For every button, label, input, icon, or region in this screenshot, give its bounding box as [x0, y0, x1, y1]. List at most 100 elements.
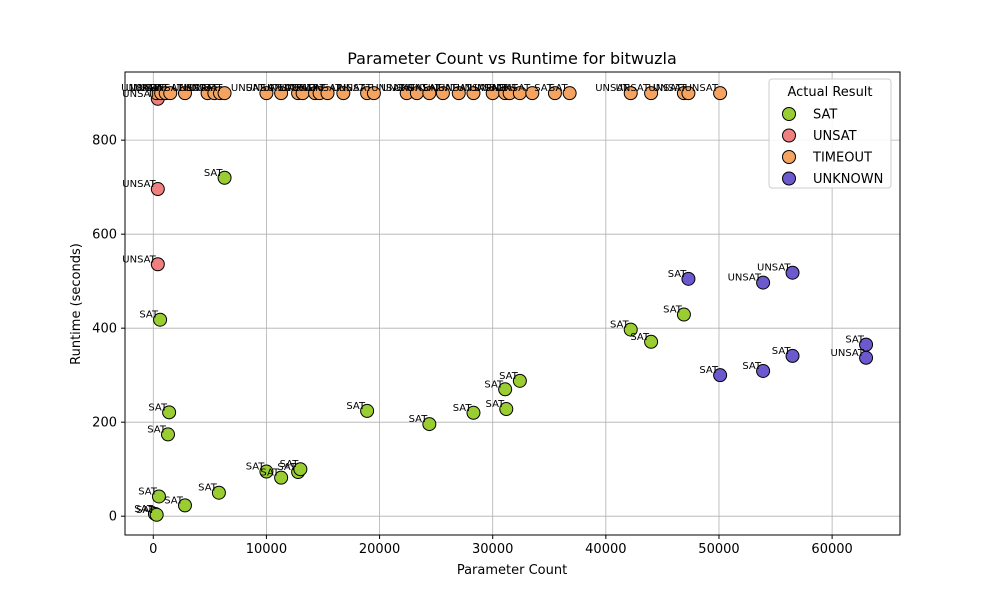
legend-marker-unsat [782, 128, 796, 143]
data-label: SAT [486, 399, 506, 410]
data-point-timeout [274, 86, 289, 101]
data-label: SAT [742, 361, 762, 372]
data-label: UNSAT [308, 83, 342, 94]
chart-title: Parameter Count vs Runtime for bitwuzla [347, 49, 677, 68]
data-label: UNSAT [831, 348, 865, 359]
point-labels: SATSATSATSATSATSATSATSATSATSATSATSATSATS… [121, 83, 865, 516]
data-label: SAT [409, 414, 429, 425]
data-label: SAT [484, 379, 504, 390]
data-label: UNSAT [728, 273, 762, 284]
data-label: SAT [549, 83, 569, 94]
data-point-sat [360, 403, 375, 418]
data-point-timeout [451, 86, 466, 101]
data-point-unsat [150, 182, 165, 197]
data-label: SAT [198, 483, 218, 494]
data-label: UNSAT [189, 83, 223, 94]
data-label: UNSAT [149, 83, 183, 94]
data-label: UNSAT [595, 83, 629, 94]
data-label: UNSAT [185, 83, 219, 94]
data-point-timeout [217, 86, 232, 101]
legend-label-timeout: TIMEOUT [812, 151, 872, 166]
data-label: SAT [260, 468, 280, 479]
data-point-timeout [320, 86, 335, 101]
legend-label-sat: SAT [813, 108, 837, 123]
x-tick-label: 50000 [698, 542, 739, 557]
x-tick-label: 0 [149, 542, 157, 557]
data-point-sat [676, 307, 691, 322]
data-point-sat [512, 373, 527, 388]
legend-title: Actual Result [787, 85, 872, 100]
data-point-timeout [681, 86, 696, 101]
data-label: SAT [346, 401, 366, 412]
y-tick-label: 400 [92, 322, 117, 337]
data-label: UNSAT [338, 83, 372, 94]
data-label: SAT [280, 459, 300, 470]
x-tick-label: 60000 [811, 542, 852, 557]
data-point-sat [498, 382, 513, 397]
legend-marker-sat [782, 107, 796, 121]
data-label: UNSAT [474, 83, 508, 94]
legend-entries: SAT UNSAT TIMEOUT UNKNOWN [782, 107, 883, 187]
data-label: SAT [164, 495, 184, 506]
data-label: UNSAT [648, 83, 682, 94]
data-label: UNSAT [292, 83, 326, 94]
data-point-sat [259, 464, 274, 479]
data-point-timeout [713, 86, 728, 101]
y-axis-ticks: 0 200 400 600 800 [92, 134, 125, 525]
data-label: SAT [204, 168, 224, 179]
y-tick-label: 0 [109, 510, 117, 525]
grid [125, 72, 900, 535]
data-point-unknown [756, 363, 771, 378]
data-point-timeout [177, 86, 192, 101]
legend-marker-unknown [782, 171, 796, 186]
data-label: SAT [772, 346, 792, 357]
data-label: UNSAT [135, 83, 169, 94]
legend-label-unknown: UNKNOWN [813, 172, 883, 187]
data-point-timeout [366, 86, 381, 101]
data-label: UNSAT [685, 83, 719, 94]
data-point-timeout [644, 86, 659, 101]
data-point-sat [149, 507, 164, 522]
x-tick-label: 10000 [246, 542, 287, 557]
legend-marker-timeout [782, 150, 796, 164]
data-point-unknown [785, 265, 800, 280]
data-label: UNSAT [284, 83, 318, 94]
data-label: SAT [147, 424, 167, 435]
data-label: SAT [148, 402, 168, 413]
data-point-sat [422, 417, 437, 432]
data-point-unknown [681, 271, 696, 286]
data-point-sat [274, 470, 289, 485]
data-label: SAT [534, 83, 554, 94]
data-label: UNSAT [263, 83, 297, 94]
data-label: UNSAT [122, 179, 156, 190]
y-axis-label: Runtime (seconds) [69, 243, 84, 365]
legend-label-unsat: UNSAT [813, 129, 857, 144]
data-point-timeout [547, 86, 562, 101]
data-point-unknown [785, 348, 800, 363]
data-label: SAT [699, 365, 719, 376]
data-label: UNSAT [231, 83, 265, 94]
data-point-sat [151, 489, 166, 504]
data-label: UNSAT [130, 83, 164, 94]
data-label: UNSAT [332, 83, 366, 94]
data-label: UNSAT [457, 83, 491, 94]
data-point-sat [162, 405, 177, 420]
y-tick-label: 800 [92, 134, 117, 149]
data-label: SAT [138, 486, 158, 497]
data-label: SAT [453, 403, 473, 414]
data-point-timeout [562, 86, 577, 101]
data-point-timeout [422, 86, 437, 101]
data-label: UNSAT [757, 263, 791, 274]
data-label: UNSAT [179, 83, 213, 94]
data-label: UNSAT [616, 83, 650, 94]
data-point-sat [499, 402, 514, 417]
data-label: UNSAT [497, 83, 531, 94]
data-point-timeout [525, 86, 540, 101]
data-point-sat [293, 462, 308, 477]
data-point-sat [623, 322, 638, 337]
data-point-sat [153, 312, 168, 327]
data-point-sat [466, 405, 481, 420]
data-label: UNSAT [371, 83, 405, 94]
data-point-timeout [435, 86, 450, 101]
